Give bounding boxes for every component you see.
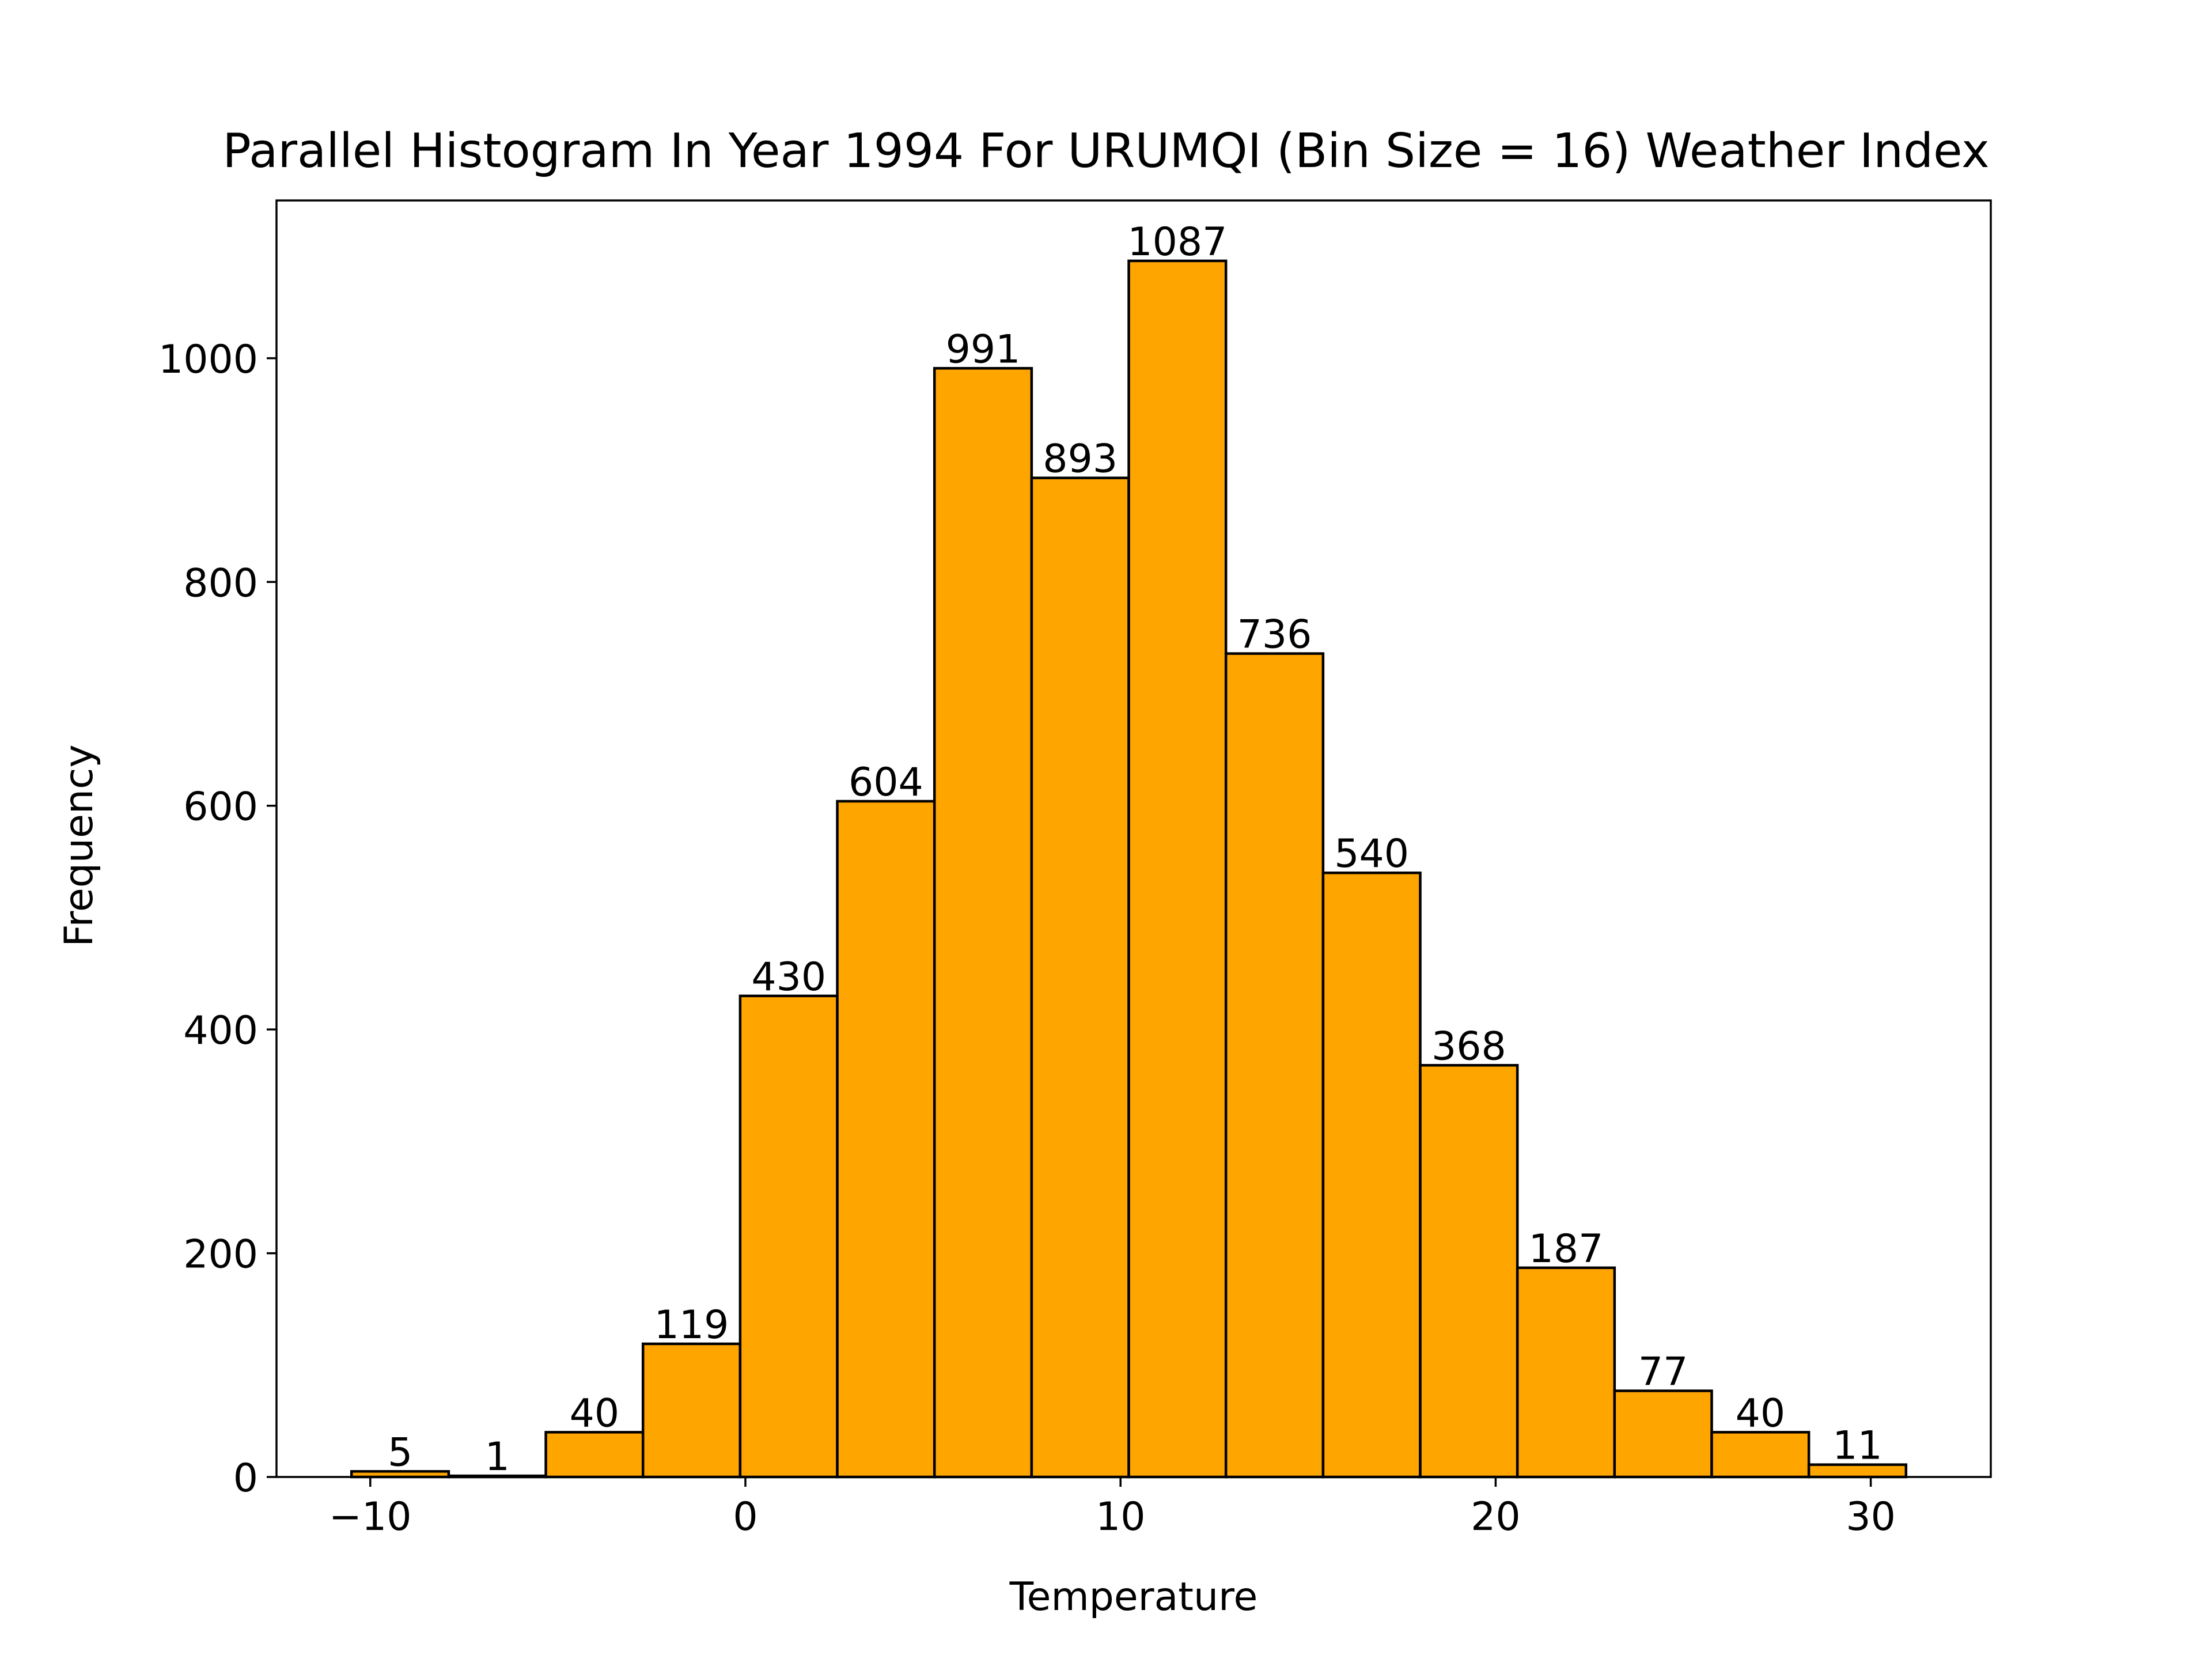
y-tick-label: 1000 (158, 337, 258, 382)
bar-value-label: 5 (388, 1430, 412, 1475)
y-tick-label: 200 (183, 1232, 258, 1278)
bar-value-label: 604 (849, 760, 923, 805)
bar-value-label: 77 (1638, 1349, 1688, 1395)
bar-value-label: 430 (751, 955, 826, 1000)
x-tick-label: 30 (1846, 1494, 1896, 1540)
bar-value-label: 40 (570, 1391, 620, 1436)
bar-value-label: 11 (1832, 1423, 1883, 1469)
bar-value-label: 119 (654, 1302, 729, 1348)
bar-value-label: 991 (946, 327, 1021, 372)
x-tick-label: 20 (1471, 1494, 1521, 1540)
histogram-bar (1127, 259, 1228, 1479)
bar-value-label: 187 (1529, 1226, 1604, 1272)
histogram-bar (1516, 1266, 1616, 1479)
y-tick-label: 600 (183, 785, 258, 830)
histogram-bar (933, 367, 1033, 1479)
x-tick-label: −10 (329, 1494, 412, 1540)
bar-value-label: 1087 (1127, 219, 1227, 265)
histogram-bar (1419, 1064, 1519, 1479)
y-tick-label: 400 (183, 1008, 258, 1054)
bar-value-label: 736 (1237, 612, 1312, 658)
x-tick-label: 10 (1096, 1494, 1146, 1540)
histogram-bar (1613, 1389, 1713, 1479)
x-axis-label: Temperature (1009, 1574, 1258, 1620)
y-tick-label: 0 (233, 1456, 258, 1501)
y-tick-label: 800 (183, 560, 258, 606)
y-axis-ticks: 0 200 400 600 800 1000 (158, 337, 276, 1501)
bars-layer (350, 259, 1908, 1479)
bar-value-label: 368 (1431, 1024, 1506, 1069)
plot-frame (275, 199, 1992, 1478)
bar-value-label: 1 (485, 1434, 510, 1480)
histogram-bar (544, 1431, 645, 1479)
histogram-bar (1321, 871, 1422, 1479)
histogram-bar (641, 1342, 742, 1479)
x-axis-ticks: −10 0 10 20 30 (329, 1477, 1896, 1540)
bar-value-label: 893 (1043, 437, 1118, 482)
histogram-bar (1030, 476, 1130, 1479)
y-axis-label: Frequency (56, 744, 102, 946)
bar-value-label: 40 (1736, 1391, 1786, 1436)
x-tick-label: 0 (733, 1494, 757, 1540)
value-labels-layer: 5 1 40 119 430 604 991 893 1087 736 540 368 187 77 40 1… (388, 219, 1883, 1480)
histogram-bar (738, 994, 839, 1479)
histogram-bar (1710, 1431, 1810, 1479)
chart-title: Parallel Histogram In Year 1994 For URUM… (222, 124, 1989, 179)
histogram-bar (836, 800, 936, 1479)
histogram-bar (1224, 652, 1325, 1479)
bar-value-label: 540 (1334, 831, 1409, 877)
